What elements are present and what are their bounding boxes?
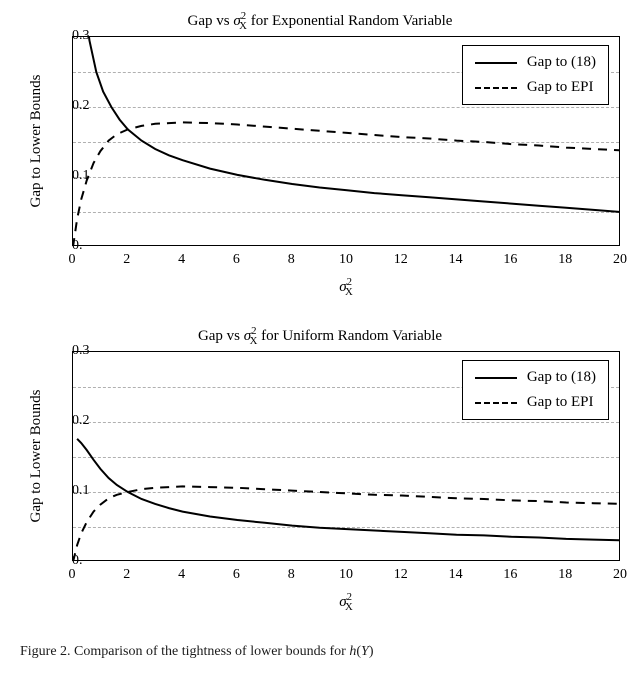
figure-caption: Figure 2. Comparison of the tightness of… [10,640,630,664]
x-tick [347,245,348,246]
x-tick [566,245,567,246]
x-tick [237,560,238,561]
legend-row: Gap to EPI [475,79,596,96]
x-tick-label: 10 [339,567,353,583]
x-tick [292,245,293,246]
plot-title: Gap vs σ2X for Uniform Random Variable [10,325,630,347]
legend-label: Gap to (18) [527,369,596,386]
series-series1 [77,439,620,541]
x-tick-label: 0 [69,567,76,583]
x-tick [457,245,458,246]
x-tick [566,560,567,561]
subplot-exponential: Gap vs σ2X for Exponential Random Variab… [10,10,630,300]
legend-row: Gap to (18) [475,369,596,386]
legend-line-icon [475,62,517,64]
y-axis-label: Gap to Lower Bounds [28,75,45,208]
x-tick-label: 16 [503,567,517,583]
x-axis-label: σ2X [339,591,353,613]
legend: Gap to (18) Gap to EPI [462,45,609,105]
x-tick [183,560,184,561]
x-tick-label: 2 [123,567,130,583]
x-tick [237,245,238,246]
series-series2 [73,486,620,561]
legend-label: Gap to (18) [527,54,596,71]
x-tick-label: 18 [558,567,572,583]
x-tick [347,560,348,561]
plot-title: Gap vs σ2X for Exponential Random Variab… [10,10,630,32]
x-tick-label: 12 [394,567,408,583]
x-tick-label: 14 [449,252,463,268]
x-tick [457,560,458,561]
x-axis-label: σ2X [339,276,353,298]
x-tick-label: 6 [233,567,240,583]
x-tick-label: 16 [503,252,517,268]
x-tick [128,245,129,246]
y-axis-label: Gap to Lower Bounds [28,390,45,523]
plot-area: Gap to (18) Gap to EPI [72,36,620,246]
x-tick-label: 8 [288,567,295,583]
legend-line-icon [475,377,517,379]
figure: Gap vs σ2X for Exponential Random Variab… [0,0,640,674]
legend: Gap to (18) Gap to EPI [462,360,609,420]
x-tick-label: 4 [178,252,185,268]
x-tick-label: 14 [449,567,463,583]
legend-label: Gap to EPI [527,394,594,411]
x-tick-label: 8 [288,252,295,268]
x-tick-label: 10 [339,252,353,268]
series-series2 [73,122,620,246]
x-tick [402,245,403,246]
x-tick-label: 6 [233,252,240,268]
x-tick-label: 4 [178,567,185,583]
subplot-uniform: Gap vs σ2X for Uniform Random Variable Ga… [10,325,630,615]
x-tick-label: 20 [613,567,627,583]
x-tick-label: 0 [69,252,76,268]
x-tick-label: 2 [123,252,130,268]
x-tick [511,560,512,561]
legend-label: Gap to EPI [527,79,594,96]
x-tick [402,560,403,561]
x-tick-label: 12 [394,252,408,268]
x-tick [511,245,512,246]
legend-line-icon [475,87,517,89]
legend-row: Gap to (18) [475,54,596,71]
plot-area: Gap to (18) Gap to EPI [72,351,620,561]
x-tick [183,245,184,246]
legend-line-icon [475,402,517,404]
x-tick [292,560,293,561]
x-tick-label: 18 [558,252,572,268]
legend-row: Gap to EPI [475,394,596,411]
x-tick [128,560,129,561]
x-tick-label: 20 [613,252,627,268]
